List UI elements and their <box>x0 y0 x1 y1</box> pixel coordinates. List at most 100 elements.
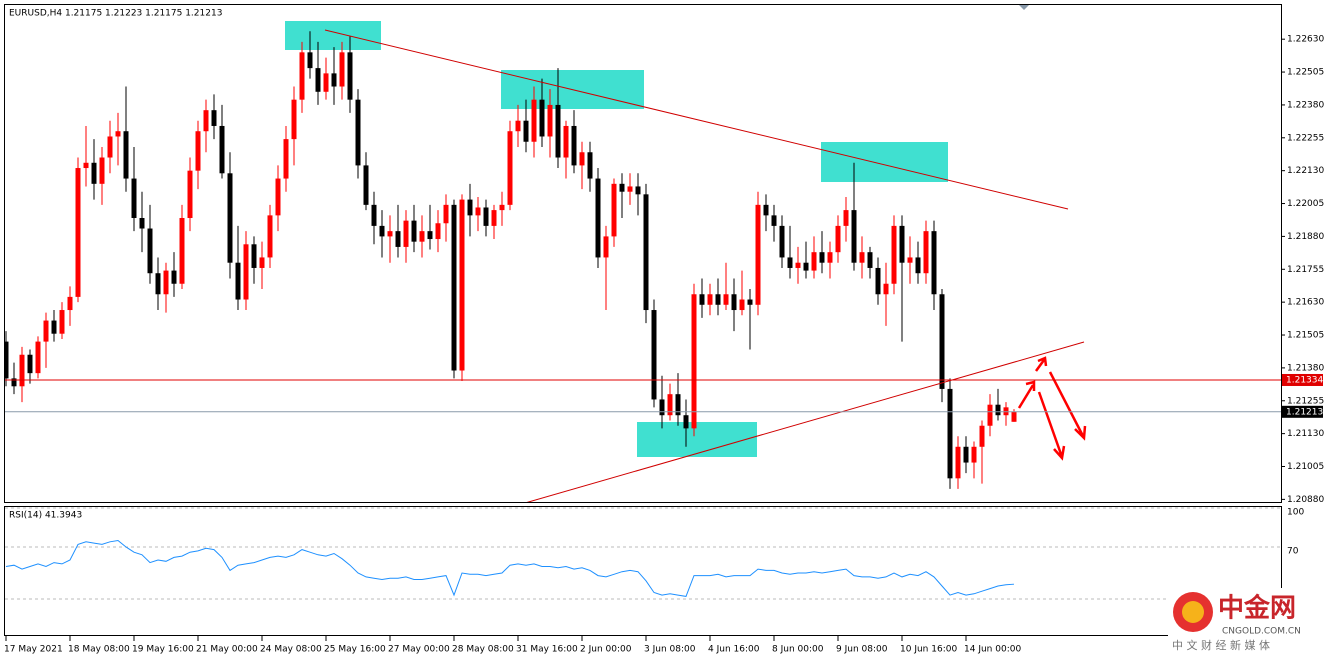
candle-body <box>843 210 849 226</box>
watermark-name: 中金网 <box>1218 593 1296 624</box>
candle-body <box>491 210 497 226</box>
candle-body <box>67 296 73 311</box>
candle-body <box>947 388 953 479</box>
x-tick-label: 24 May 08:00 <box>260 645 322 655</box>
candle-body <box>83 162 89 169</box>
candle-body <box>699 294 705 305</box>
price-label-bg <box>1282 405 1323 418</box>
candle-body <box>563 125 569 158</box>
x-tick-label: 19 May 16:00 <box>132 645 194 655</box>
rsi-title: RSI(14) 41.3943 <box>9 511 82 521</box>
y-tick-label: 1.21755 <box>1287 265 1324 275</box>
candle-body <box>51 320 57 334</box>
candle-body <box>891 225 897 284</box>
candle-body <box>835 225 841 253</box>
candle-body <box>723 294 729 305</box>
candle-body <box>75 168 81 297</box>
candle-body <box>227 173 233 263</box>
candle-body <box>467 199 473 216</box>
candle-body <box>667 394 673 416</box>
candle-body <box>451 204 457 371</box>
x-tick-label: 25 May 16:00 <box>324 645 386 655</box>
candle-body <box>419 231 425 242</box>
candle-body <box>507 131 513 205</box>
candle-body <box>731 294 737 311</box>
candle-body <box>659 399 665 416</box>
zone <box>285 21 381 50</box>
candle-body <box>235 262 241 300</box>
candle-body <box>979 425 985 447</box>
candle-body <box>411 220 417 242</box>
candle-body <box>459 199 465 371</box>
candle-body <box>27 354 33 374</box>
candle-body <box>195 131 201 171</box>
candle-body <box>259 257 265 268</box>
candle-body <box>379 225 385 237</box>
candle-body <box>595 178 601 258</box>
x-tick-label: 31 May 16:00 <box>516 645 578 655</box>
candle-body <box>267 215 273 258</box>
candles <box>5 31 1017 489</box>
candle-body <box>971 446 977 463</box>
candle-body <box>827 252 833 263</box>
candle-body <box>763 204 769 216</box>
x-tick-label: 17 May 2021 <box>4 645 63 655</box>
trendlines <box>324 29 1087 502</box>
candle-body <box>1011 411 1017 422</box>
drawings <box>285 21 948 457</box>
x-tick-label: 3 Jun 08:00 <box>644 645 696 655</box>
candle-body <box>883 283 889 295</box>
candle-body <box>819 252 825 263</box>
trend-line <box>324 29 1069 210</box>
candle-body <box>203 110 209 132</box>
candle-body <box>299 52 305 100</box>
candle-body <box>219 125 225 174</box>
candle-body <box>387 231 393 237</box>
y-tick-label: 1.22255 <box>1287 133 1324 143</box>
candle-body <box>331 73 337 87</box>
x-tick-label: 18 May 08:00 <box>68 645 130 655</box>
candle-body <box>11 378 17 387</box>
candle-body <box>363 165 369 205</box>
candle-body <box>691 294 697 429</box>
candle-body <box>355 99 361 166</box>
candle-body <box>243 244 249 300</box>
candle-body <box>571 125 577 166</box>
candle-body <box>35 341 41 374</box>
candle-body <box>915 257 921 274</box>
y-tick-label: 1.21380 <box>1287 363 1324 373</box>
y-tick-label: 1.22630 <box>1287 35 1324 45</box>
candle-body <box>683 415 689 429</box>
x-tick-label: 14 Jun 00:00 <box>964 645 1021 655</box>
candle-body <box>395 231 401 247</box>
candle-body <box>339 52 345 87</box>
candle-body <box>171 270 177 284</box>
x-tick-label: 27 May 00:00 <box>388 645 450 655</box>
y-tick-label: 1.21630 <box>1287 298 1324 308</box>
candle-body <box>163 270 169 295</box>
candle-body <box>59 310 65 334</box>
logo <box>1182 601 1204 623</box>
y-tick-label: 1.21880 <box>1287 232 1324 242</box>
y-tick-label: 1.21130 <box>1287 429 1324 439</box>
candle-body <box>963 446 969 463</box>
rsi-panel <box>4 506 1282 636</box>
candle-body <box>627 186 633 192</box>
candle-body <box>923 231 929 274</box>
forecast-arrows <box>1017 356 1087 461</box>
candle-body <box>931 231 937 295</box>
price-label: 1.21213 <box>1286 407 1323 417</box>
candle-body <box>139 218 145 229</box>
candle-body <box>107 136 113 158</box>
candle-body <box>859 252 865 263</box>
x-tick-label: 9 Jun 08:00 <box>836 645 888 655</box>
candle-body <box>371 204 377 226</box>
candle-body <box>403 220 409 247</box>
zone <box>637 422 757 457</box>
candle-body <box>547 104 553 137</box>
candle-body <box>539 99 545 137</box>
candle-body <box>747 299 753 305</box>
watermark-slogan: 中 文 财 经 新 媒 体 <box>1172 638 1270 652</box>
